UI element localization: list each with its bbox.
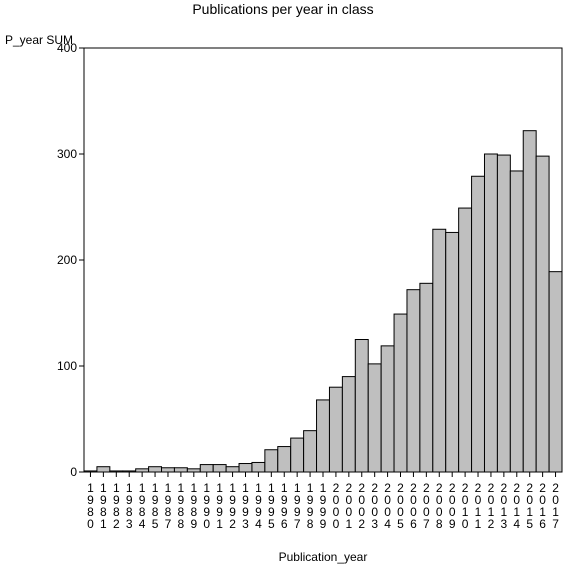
- bar-2010: [458, 207, 473, 473]
- bar-1993: [238, 463, 253, 473]
- bar-2016: [535, 155, 550, 473]
- bar-2006: [406, 289, 421, 473]
- bar-2007: [419, 282, 434, 473]
- bar-1994: [251, 461, 266, 473]
- bar-1985: [148, 466, 163, 473]
- bar-2013: [496, 154, 511, 473]
- bar-1988: [173, 467, 188, 473]
- bar-2008: [432, 228, 447, 473]
- bar-1995: [264, 449, 279, 473]
- bar-1981: [96, 466, 111, 473]
- bar-2004: [380, 345, 395, 473]
- bar-1997: [290, 437, 305, 473]
- bar-2000: [328, 386, 343, 473]
- y-axis: 0 100 200 300 400: [57, 41, 84, 479]
- y-tick-label: 100: [57, 359, 77, 373]
- bar-2003: [367, 363, 382, 473]
- bar-2005: [393, 313, 408, 473]
- bar-1992: [225, 466, 240, 473]
- chart-title: Publications per year in class: [192, 1, 373, 17]
- bar-2012: [483, 153, 498, 473]
- y-tick-label: 0: [70, 465, 77, 479]
- bar-2014: [509, 170, 524, 473]
- y-tick-label: 300: [57, 147, 77, 161]
- y-axis-title: P_year SUM: [5, 33, 73, 47]
- bar-2002: [354, 339, 369, 473]
- bar-2009: [445, 231, 460, 473]
- x-axis-title: Publication_year: [279, 550, 368, 564]
- bar-1998: [303, 430, 318, 473]
- y-tick-label: 400: [57, 41, 77, 55]
- bar-1990: [199, 464, 214, 473]
- bar-series: [83, 130, 563, 473]
- x-axis: 1 9 8 0 1 9 8 1 1 9 8 2 1 9 8 3 1 9 8 4 1 9 8 5 1 9 8 7 1 9 8 8 1 9 8 9 1 9 9 0…: [87, 472, 559, 531]
- bar-1996: [277, 446, 292, 473]
- bar-1987: [161, 467, 175, 473]
- bar-2015: [522, 130, 537, 473]
- y-tick-label: 200: [57, 253, 77, 267]
- bar-2017: [548, 271, 563, 473]
- bar-1991: [212, 464, 227, 473]
- bar-1999: [316, 399, 330, 473]
- plot-frame: [83, 47, 563, 473]
- bar-2011: [471, 175, 485, 473]
- bar-2001: [341, 376, 356, 473]
